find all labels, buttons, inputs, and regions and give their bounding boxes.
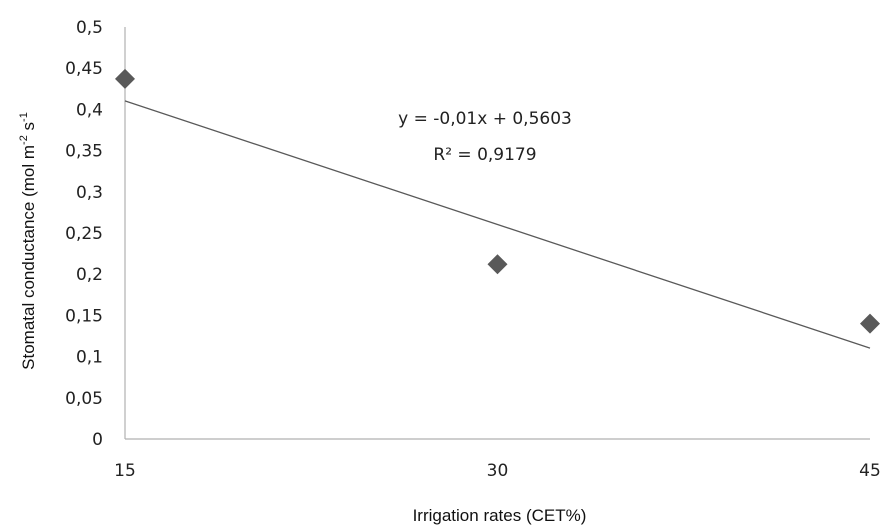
y-tick-label: 0,2 <box>76 265 103 285</box>
y-axis-title-exponent-2: -1 <box>18 112 30 122</box>
x-tick-label: 45 <box>859 461 881 481</box>
trendline-equation: y = -0,01x + 0,5603 R² = 0,9179 <box>398 109 572 165</box>
y-tick-label: 0,1 <box>76 348 103 368</box>
y-tick-label: 0,15 <box>65 306 103 326</box>
y-tick-label: 0,25 <box>65 224 103 244</box>
x-axis-title: Irrigation rates (CET%) <box>413 506 587 525</box>
trendline-group <box>124 100 871 349</box>
y-tick-label: 0 <box>92 430 103 450</box>
data-points <box>115 68 880 334</box>
y-tick-label: 0,35 <box>65 142 103 162</box>
y-axis-title-main: Stomatal conductance (mol m <box>19 145 38 370</box>
y-tick-label: 0,3 <box>76 183 103 203</box>
axes <box>124 27 870 440</box>
x-tick-label: 15 <box>114 461 136 481</box>
data-point-diamond <box>860 313 880 334</box>
x-tick-label: 30 <box>487 461 509 481</box>
data-point-diamond <box>115 68 135 89</box>
data-point-diamond <box>487 254 508 275</box>
trendline <box>124 100 871 349</box>
y-tick-label: 0,4 <box>76 100 103 120</box>
y-tick-label: 0,45 <box>65 59 103 79</box>
trendline-equation-text: y = -0,01x + 0,5603 <box>398 109 572 129</box>
y-axis-title: Stomatal conductance (mol m-2 s-1 <box>18 112 38 370</box>
y-tick-label: 0,5 <box>76 18 103 38</box>
y-tick-label: 0,05 <box>65 389 103 409</box>
y-axis-title-mid: s <box>19 122 38 135</box>
trendline-r2-text: R² = 0,9179 <box>433 145 536 165</box>
y-tick-labels: 0 0,05 0,1 0,15 0,2 0,25 0,3 0,35 0,4 0,45 0,5 <box>65 18 103 450</box>
x-tick-labels: 15 30 45 <box>114 461 881 481</box>
y-axis-title-exponent-1: -2 <box>18 135 30 145</box>
